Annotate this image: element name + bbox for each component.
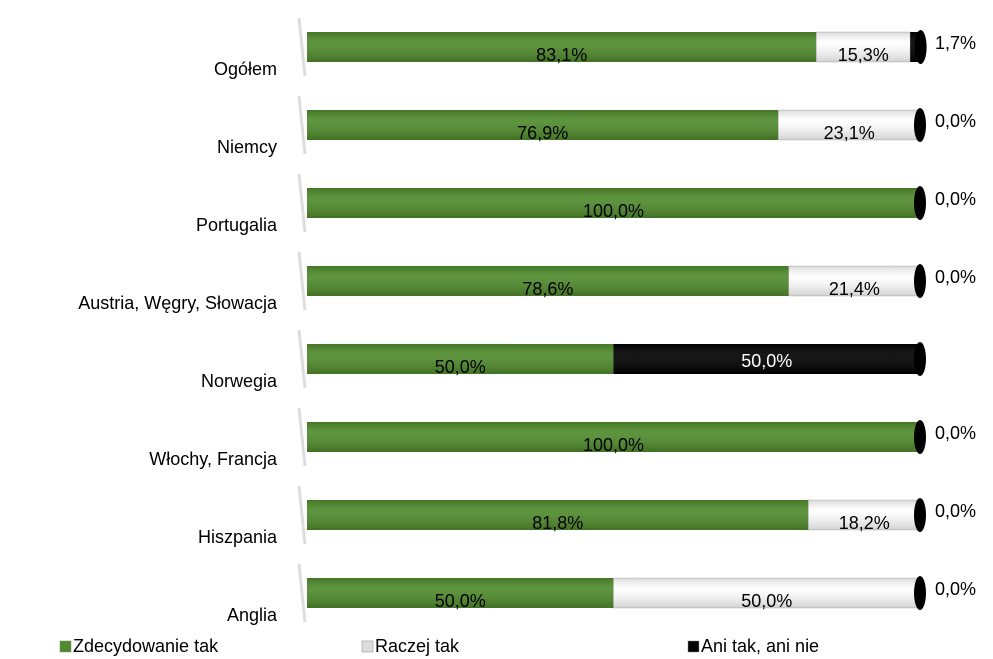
bar-cap bbox=[914, 342, 926, 376]
bar-shade bbox=[307, 344, 614, 374]
value-label: 76,9% bbox=[517, 123, 568, 143]
axis-notch bbox=[297, 329, 307, 389]
bar-shade bbox=[778, 110, 920, 140]
value-label: 0,0% bbox=[935, 501, 976, 521]
value-label: 78,6% bbox=[522, 279, 573, 299]
legend-swatch bbox=[687, 640, 700, 653]
bar-shade bbox=[788, 266, 920, 296]
bar-shade bbox=[307, 422, 920, 452]
value-label: 0,0% bbox=[935, 111, 976, 131]
value-label: 50,0% bbox=[435, 357, 486, 377]
bar-cap bbox=[914, 498, 926, 532]
value-label: 81,8% bbox=[532, 513, 583, 533]
value-label: 0,0% bbox=[935, 267, 976, 287]
value-label: 23,1% bbox=[824, 123, 875, 143]
bar-cap bbox=[914, 30, 927, 64]
axis-notch bbox=[297, 407, 307, 467]
value-label: 50,0% bbox=[435, 591, 486, 611]
value-label: 18,2% bbox=[839, 513, 890, 533]
category-label: Hiszpania bbox=[198, 527, 278, 547]
bar-shade bbox=[307, 188, 920, 218]
bar-cap bbox=[914, 108, 926, 142]
bar-shade bbox=[307, 32, 817, 62]
category-label: Anglia bbox=[227, 605, 278, 625]
category-label: Ogółem bbox=[214, 59, 277, 79]
value-label: 100,0% bbox=[583, 435, 644, 455]
legend-swatch bbox=[361, 640, 374, 653]
axis-notch bbox=[297, 173, 307, 233]
value-label: 50,0% bbox=[741, 591, 792, 611]
category-label: Austria, Węgry, Słowacja bbox=[78, 293, 278, 313]
bar-cap bbox=[914, 186, 926, 220]
value-label: 21,4% bbox=[829, 279, 880, 299]
value-label: 15,3% bbox=[838, 45, 889, 65]
bar-cap bbox=[914, 576, 926, 610]
value-label: 0,0% bbox=[935, 579, 976, 599]
bar-shade bbox=[307, 266, 789, 296]
bar-shade bbox=[307, 578, 614, 608]
axis-notch bbox=[297, 95, 307, 155]
value-label: 0,0% bbox=[935, 423, 976, 443]
category-label: Norwegia bbox=[201, 371, 278, 391]
legend-swatch bbox=[59, 640, 72, 653]
bar-shade bbox=[613, 344, 920, 374]
value-label: 1,7% bbox=[935, 33, 976, 53]
bar-shade bbox=[307, 500, 809, 530]
axis-notch bbox=[297, 251, 307, 311]
category-label: Portugalia bbox=[196, 215, 278, 235]
bar-shade bbox=[816, 32, 911, 62]
axis-notch bbox=[297, 17, 307, 77]
bar-cap bbox=[914, 420, 926, 454]
bar-shade bbox=[613, 578, 920, 608]
value-label: 100,0% bbox=[583, 201, 644, 221]
axis-notch bbox=[297, 485, 307, 545]
bar-shade bbox=[808, 500, 920, 530]
value-label: 0,0% bbox=[935, 189, 976, 209]
bar-shade bbox=[307, 110, 779, 140]
legend-label: Zdecydowanie tak bbox=[73, 636, 219, 656]
value-label: 83,1% bbox=[536, 45, 587, 65]
bar-cap bbox=[914, 264, 926, 298]
category-label: Włochy, Francja bbox=[149, 449, 278, 469]
legend-label: Ani tak, ani nie bbox=[701, 636, 819, 656]
axis-notch bbox=[297, 563, 307, 623]
category-label: Niemcy bbox=[217, 137, 277, 157]
value-label: 50,0% bbox=[741, 351, 792, 371]
legend-label: Raczej tak bbox=[375, 636, 460, 656]
